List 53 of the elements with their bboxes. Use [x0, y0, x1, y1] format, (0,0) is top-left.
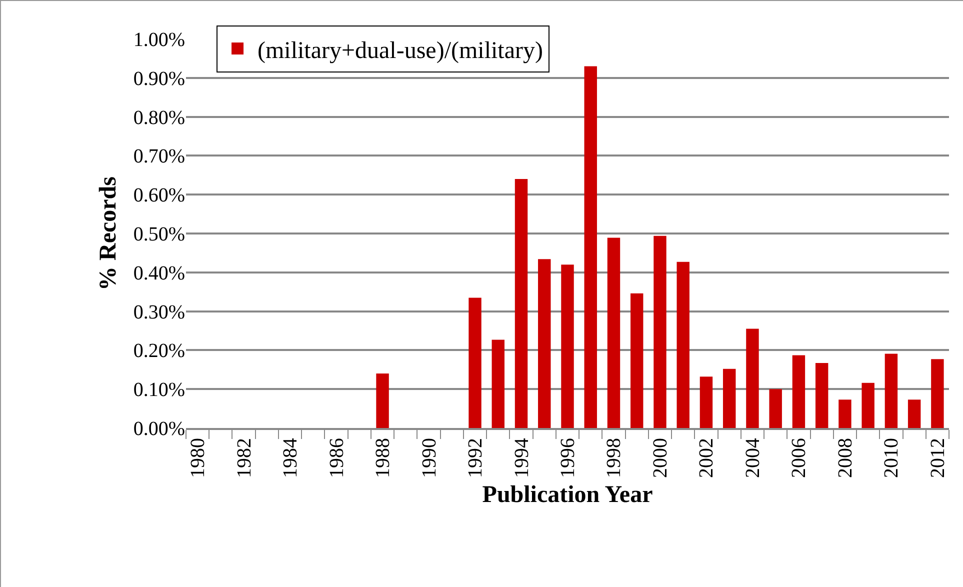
- x-tick-label: 2010: [880, 438, 903, 478]
- bar: [376, 374, 389, 428]
- legend-label: (military+dual-use)/(military): [258, 38, 543, 64]
- x-tick-label: 1980: [187, 438, 210, 478]
- y-tick-label: 0.30%: [133, 301, 185, 324]
- y-tick-label: 0.20%: [133, 340, 185, 362]
- x-tick-label: 1992: [464, 438, 487, 478]
- y-tick-label: 0.60%: [133, 184, 185, 207]
- y-tick-label: 0.00%: [133, 418, 185, 440]
- bar: [722, 368, 736, 428]
- y-tick-label: 0.40%: [133, 262, 185, 284]
- bar: [931, 359, 944, 428]
- y-tick-label: 0.70%: [133, 146, 185, 168]
- bar: [908, 400, 921, 428]
- x-tick-label: 1984: [280, 438, 302, 478]
- bar: [838, 400, 852, 428]
- y-axis-title: % Records: [95, 176, 122, 290]
- bar: [630, 293, 644, 428]
- x-tick-label: 1994: [510, 438, 533, 478]
- x-tick-label: 2012: [926, 438, 949, 478]
- x-tick-label: 1996: [557, 438, 579, 478]
- y-tick-label: 0.50%: [133, 224, 185, 246]
- bar: [884, 354, 898, 428]
- bar: [769, 389, 782, 428]
- bar: [792, 355, 806, 428]
- bar: [746, 328, 759, 428]
- y-tick-label: 0.80%: [133, 106, 185, 129]
- bar: [607, 238, 620, 428]
- y-tick-label: 0.90%: [133, 68, 185, 90]
- bar: [538, 259, 551, 428]
- x-tick-label: 1982: [233, 438, 256, 478]
- y-tick-label: 1.00%: [133, 29, 185, 51]
- bar: [514, 179, 528, 428]
- x-tick-label: 2000: [649, 438, 672, 478]
- bar: [561, 264, 574, 428]
- bar: [815, 363, 828, 428]
- x-tick-label: 2004: [742, 438, 764, 478]
- x-tick-label: 2006: [788, 438, 810, 478]
- bar: [584, 66, 597, 428]
- bar: [700, 376, 713, 428]
- bar: [676, 262, 690, 428]
- x-tick-label: 2002: [696, 438, 718, 478]
- bar: [492, 340, 504, 428]
- x-tick-label: 1998: [603, 438, 626, 478]
- x-axis-title: Publication Year: [482, 482, 654, 508]
- bar: [862, 382, 874, 428]
- x-tick-label: 2008: [834, 438, 856, 478]
- bar: [468, 298, 482, 428]
- x-tick-label: 1990: [418, 438, 440, 478]
- x-tick-label: 1986: [326, 438, 348, 478]
- y-tick-label: 0.10%: [133, 379, 185, 402]
- x-tick-label: 1988: [372, 438, 394, 478]
- bar: [654, 236, 666, 428]
